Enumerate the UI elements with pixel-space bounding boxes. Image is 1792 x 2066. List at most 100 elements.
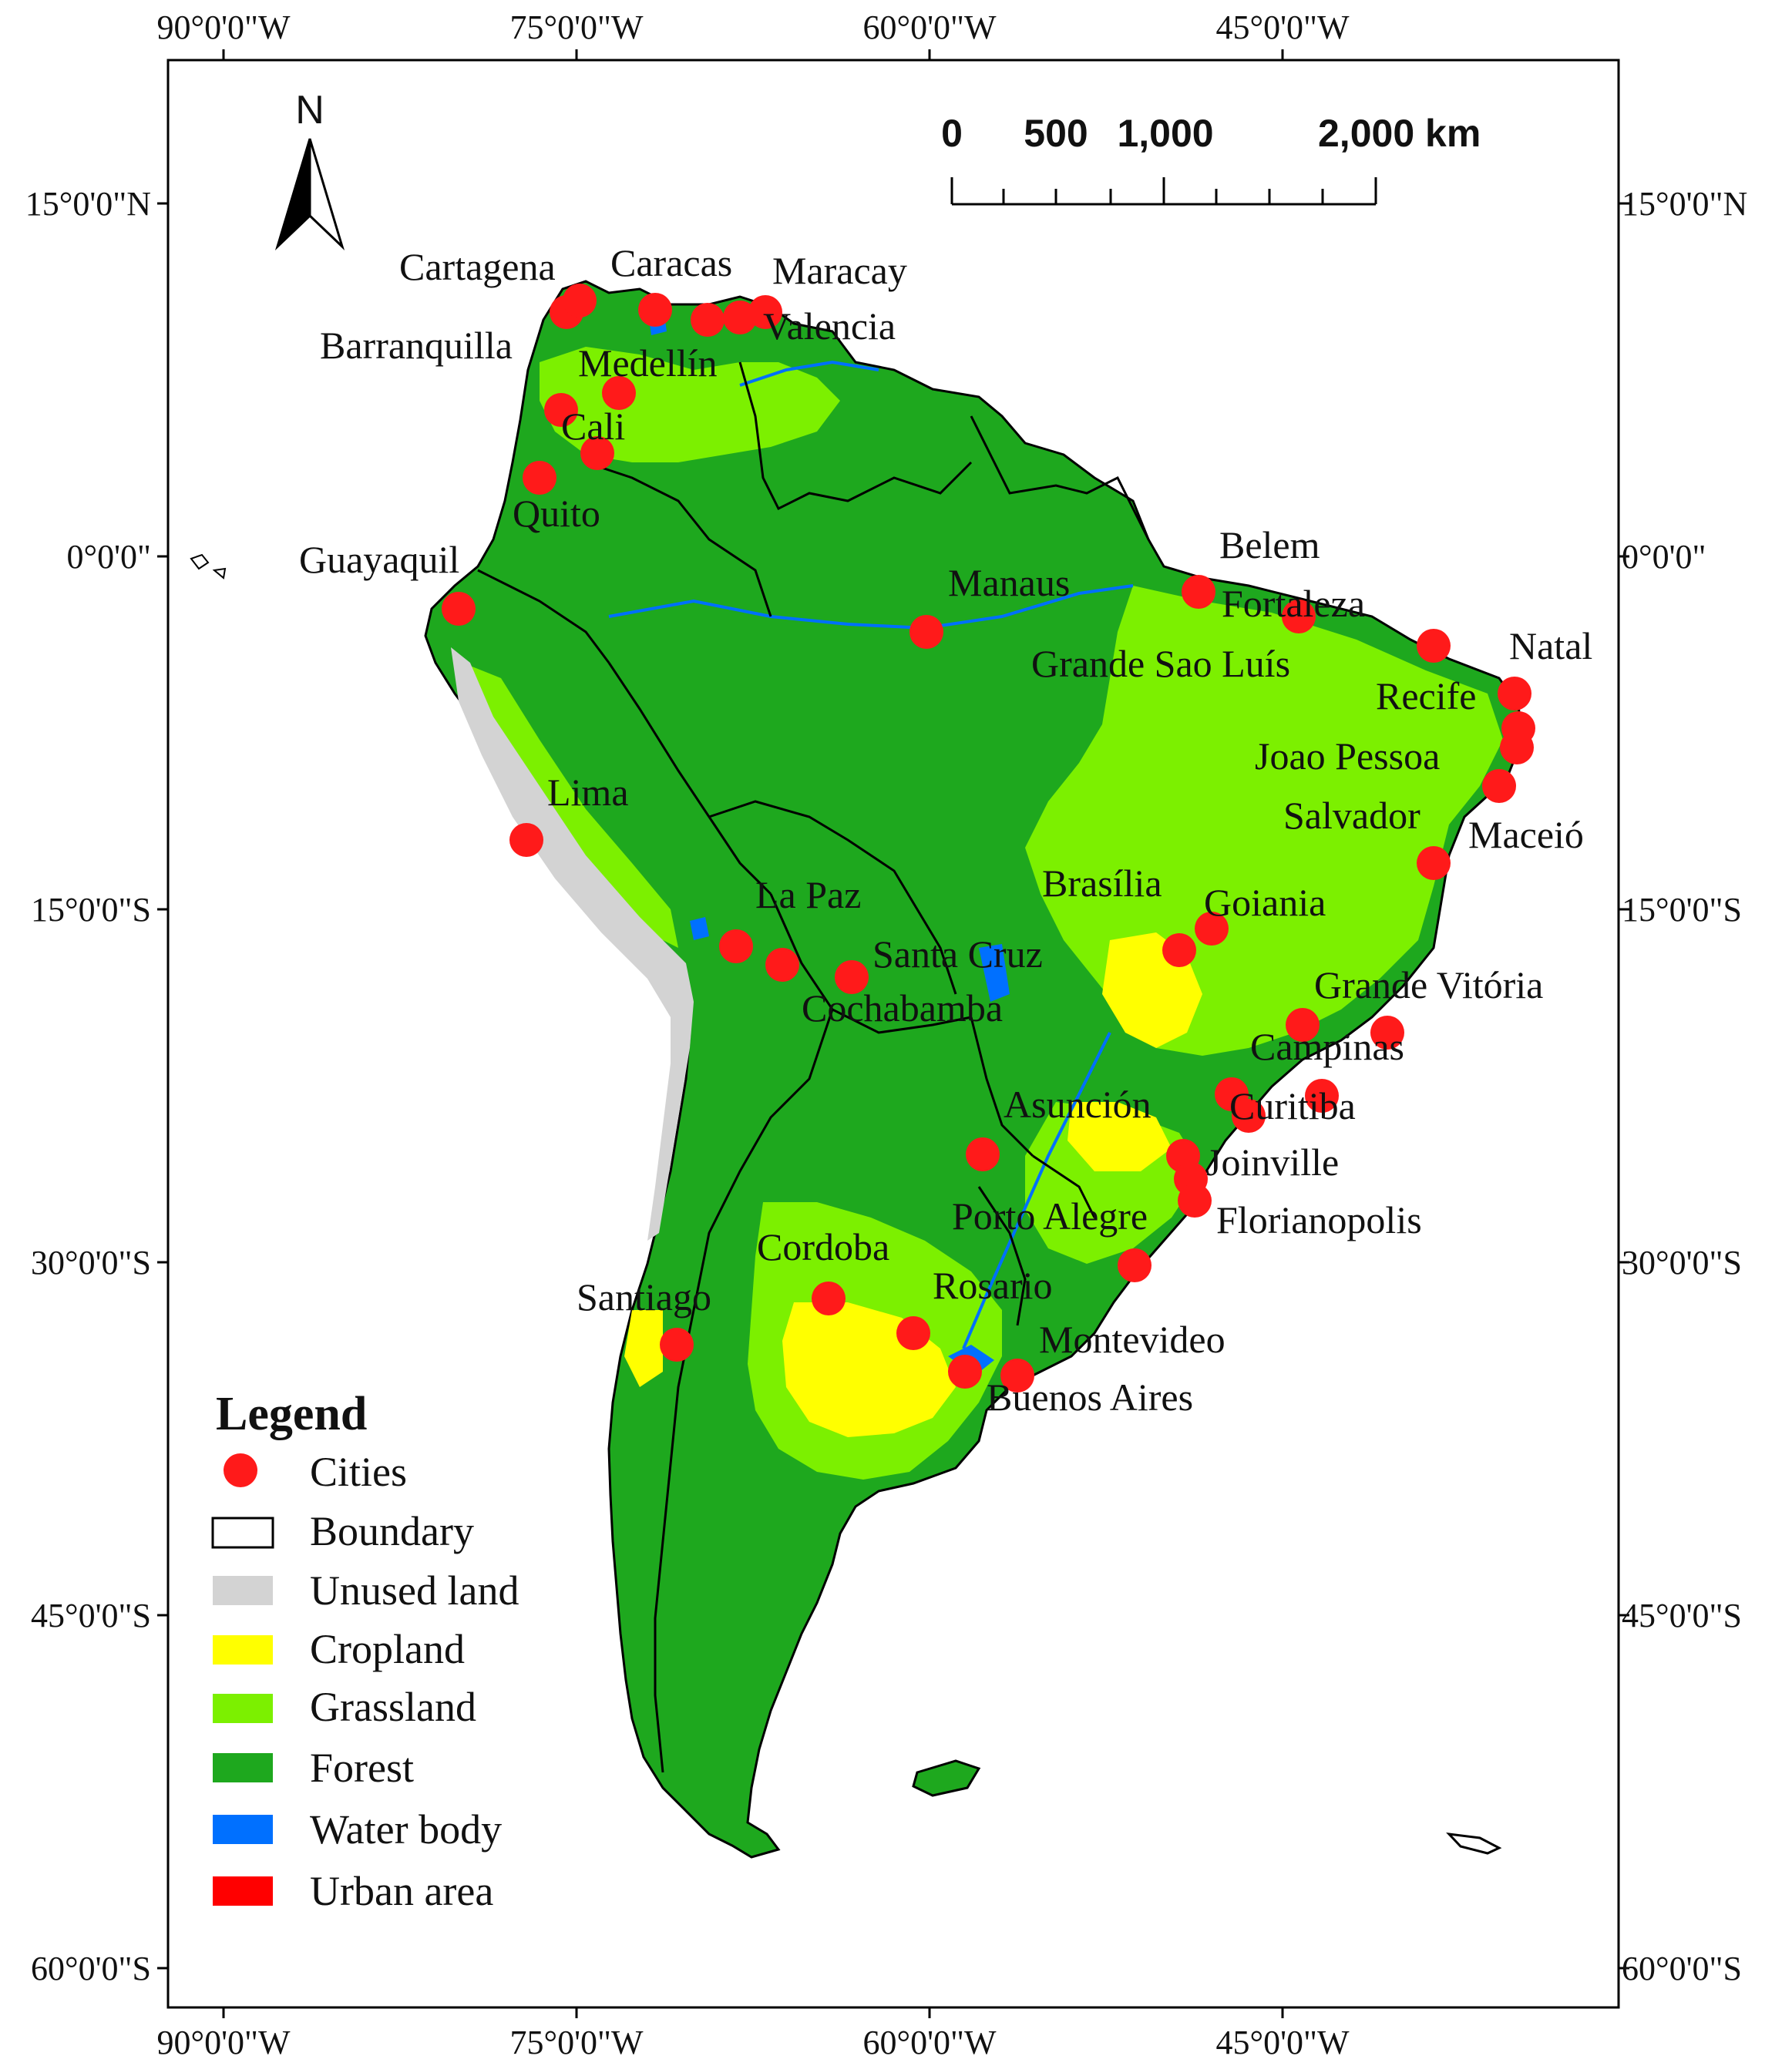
city-dot-cali-north (544, 393, 578, 427)
city-label-rosario: Rosario (933, 1264, 1053, 1307)
cropland-parana (1067, 1102, 1172, 1171)
city-dot-maceio (1482, 769, 1516, 803)
city-dot-cali (580, 436, 614, 470)
city-label-manaus: Manaus (948, 561, 1070, 604)
island-falklands (912, 1759, 981, 1797)
legend-cropland-icon (213, 1635, 273, 1665)
city-dot-quito (523, 461, 556, 495)
city-dot-asuncion (966, 1137, 1000, 1171)
north-arrow-label: N (295, 88, 324, 133)
continent (190, 280, 1524, 1859)
legend-urban-area-icon (213, 1876, 273, 1906)
city-dot-grande-vitoria (1370, 1016, 1404, 1050)
left-label-15n: 15°0'0"N (25, 185, 151, 223)
city-dot-guayaquil (442, 592, 476, 626)
top-label-75w: 75°0'0"W (509, 8, 643, 46)
city-dot-rio (1305, 1079, 1339, 1113)
top-label-60w: 60°0'0"W (862, 8, 996, 46)
city-label-recife: Recife (1376, 674, 1476, 717)
left-label-45s: 45°0'0"S (31, 1597, 151, 1634)
scale-bar: 0 500 1,000 2,000 km (941, 112, 1481, 206)
city-dot-salvador (1417, 846, 1451, 880)
city-dot-brasilia (1162, 933, 1196, 967)
city-label-cochabamba: Cochabamba (802, 986, 1003, 1030)
city-label-lima: Lima (547, 771, 629, 814)
city-label-cartagena: Cartagena (399, 245, 556, 288)
north-arrow: N (274, 88, 345, 250)
city-dot-santa-cruz (835, 960, 869, 994)
city-dot-caracas (638, 293, 672, 327)
legend-label-urban-area: Urban area (310, 1868, 493, 1914)
city-label-campinas: Campinas (1250, 1025, 1404, 1068)
city-dot-curitiba (1232, 1099, 1266, 1133)
city-label-barranquilla: Barranquilla (320, 324, 513, 367)
city-dot-lima (509, 823, 543, 857)
legend-unused-land-icon (213, 1576, 273, 1605)
city-dot-natal (1498, 677, 1531, 711)
city-dot-maracay-2 (748, 295, 782, 329)
left-label-0: 0°0'0" (67, 538, 151, 576)
scale-label-0: 0 (941, 112, 963, 155)
top-axis-labels: 90°0'0"W 75°0'0"W 60°0'0"W 45°0'0"W (156, 8, 1349, 46)
city-label-medellin: Medellín (578, 341, 718, 385)
cropland-chile (624, 1310, 663, 1387)
legend-forest-icon (213, 1753, 273, 1782)
city-label-montevideo: Montevideo (1039, 1318, 1225, 1361)
city-label-joinville: Joinville (1206, 1140, 1339, 1184)
city-dot-buenos-aires (948, 1355, 982, 1389)
city-label-maracay: Maracay (772, 249, 907, 292)
top-label-45w: 45°0'0"W (1215, 8, 1349, 46)
city-label-belem: Belem (1219, 523, 1320, 566)
city-dot-belem (1182, 575, 1215, 609)
city-dot-la-paz (719, 929, 753, 963)
city-dot-cordoba (812, 1282, 846, 1315)
city-dot-fortaleza (1417, 629, 1451, 663)
city-label-buenos-aires: Buenos Aires (987, 1376, 1193, 1419)
frame-ticks (157, 49, 1629, 2018)
city-labels: Cartagena Caracas Maracay Barranquilla V… (299, 241, 1592, 1419)
city-label-quito: Quito (513, 492, 600, 535)
scale-label-500: 500 (1024, 112, 1088, 155)
bottom-label-90w: 90°0'0"W (156, 2024, 290, 2061)
river-parana (962, 1032, 1111, 1349)
bottom-axis-labels: 90°0'0"W 75°0'0"W 60°0'0"W 45°0'0"W (156, 2024, 1349, 2061)
city-label-fortaleza: Fortaleza (1222, 582, 1365, 625)
legend-label-cities: Cities (310, 1449, 407, 1495)
city-dot-recife (1500, 731, 1534, 764)
left-axis-labels: 15°0'0"N 0°0'0" 15°0'0"S 30°0'0"S 45°0'0… (25, 185, 151, 1987)
scale-label-2000: 2,000 km (1318, 112, 1481, 155)
city-dot-medellin (602, 376, 636, 410)
city-dot-sao-luis (1282, 600, 1316, 633)
water-pantanal (979, 944, 1010, 1002)
bottom-label-45w: 45°0'0"W (1215, 2024, 1349, 2061)
city-dot-rosario (896, 1316, 930, 1350)
top-label-90w: 90°0'0"W (156, 8, 290, 46)
legend-label-water-body: Water body (310, 1806, 502, 1853)
city-label-caracas: Caracas (610, 241, 732, 284)
city-label-guayaquil: Guayaquil (299, 538, 459, 581)
legend-label-cropland: Cropland (310, 1626, 465, 1672)
city-dot-valencia (691, 303, 725, 337)
city-label-salvador: Salvador (1283, 794, 1420, 837)
city-label-cordoba: Cordoba (757, 1225, 889, 1268)
bottom-label-60w: 60°0'0"W (862, 2024, 996, 2061)
city-label-cali: Cali (561, 405, 625, 448)
rivers (608, 360, 1134, 1349)
city-label-santiago: Santiago (577, 1275, 711, 1319)
city-label-maceio: Maceió (1468, 813, 1584, 856)
city-markers (442, 284, 1535, 1392)
legend-label-grassland: Grassland (310, 1684, 476, 1730)
legend-label-forest: Forest (310, 1745, 414, 1791)
legend-water-body-icon (213, 1815, 273, 1844)
city-label-joao-pessoa: Joao Pessoa (1255, 734, 1440, 778)
right-label-60s: 60°0'0"S (1622, 1950, 1742, 1987)
legend-label-boundary: Boundary (310, 1508, 474, 1554)
city-dot-barranquilla (563, 284, 597, 317)
city-label-valencia: Valencia (763, 304, 896, 348)
city-dot-maracay (723, 301, 757, 334)
city-label-grande-sao-luis: Grande Sao Luís (1031, 642, 1290, 685)
right-label-30s: 30°0'0"S (1622, 1244, 1742, 1282)
right-label-15n: 15°0'0"N (1622, 185, 1747, 223)
unused-land-atacama (451, 647, 694, 1241)
city-dot-santiago (660, 1328, 694, 1362)
